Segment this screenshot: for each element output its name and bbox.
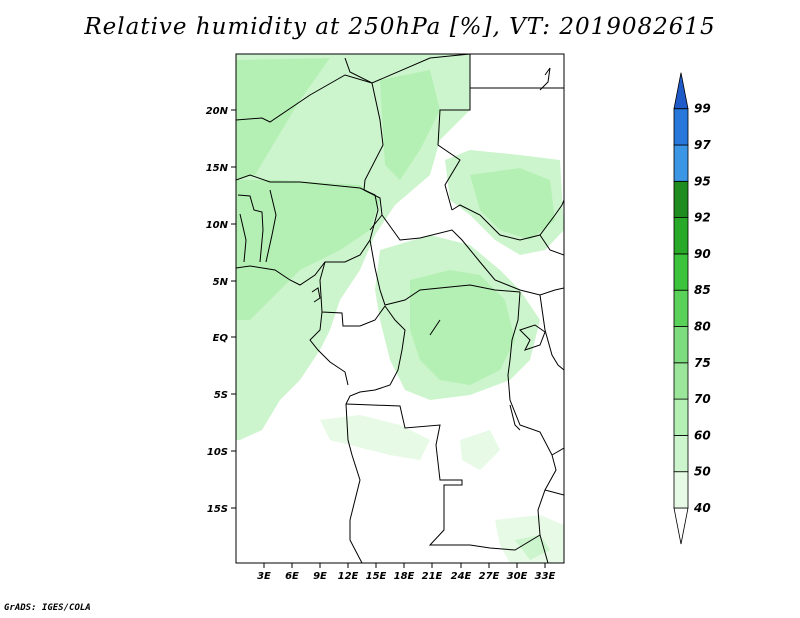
lat-label: EQ <box>213 333 229 344</box>
lon-label: 15E <box>366 571 387 582</box>
colorbar-level-label: 70 <box>694 392 711 406</box>
colorbar-level-label: 40 <box>693 501 711 515</box>
colorbar-level-label: 80 <box>694 320 711 334</box>
lon-axis <box>263 563 546 568</box>
map-title: Relative humidity at 250hPa [%], VT: 201… <box>84 14 716 40</box>
colorbar-level-label: 97 <box>694 138 711 152</box>
lat-label: 10S <box>207 447 228 458</box>
lon-label: 24E <box>451 571 472 582</box>
lon-label: 33E <box>535 571 556 582</box>
colorbar-level-label: 99 <box>694 102 711 116</box>
lat-label: 15N <box>206 163 229 174</box>
colorbar-level-label: 95 <box>694 174 711 188</box>
lat-axis <box>231 109 236 509</box>
colorbar-segment <box>673 180 689 219</box>
lon-label: 6E <box>285 571 299 582</box>
humidity-shading <box>236 54 564 563</box>
lat-label: 15S <box>207 504 228 515</box>
colorbar-segment <box>673 253 689 291</box>
lon-label: 12E <box>338 571 359 582</box>
colorbar-segment <box>673 144 689 182</box>
colorbar-level-label: 92 <box>694 211 711 225</box>
colorbar-level-label: 85 <box>694 283 711 297</box>
colorbar-level-label: 50 <box>694 465 711 479</box>
lon-label: 27E <box>479 571 500 582</box>
colorbar-segment <box>673 507 689 545</box>
lon-label: 30E <box>507 571 528 582</box>
lat-label: 5N <box>213 277 229 288</box>
lat-label: 10N <box>206 220 229 231</box>
colorbar-segment <box>673 471 689 509</box>
lon-label: 21E <box>422 571 443 582</box>
colorbar-segment <box>673 72 689 110</box>
colorbar-segment <box>673 326 689 364</box>
colorbar-level-label: 60 <box>694 428 711 442</box>
colorbar-level-label: 75 <box>694 356 711 370</box>
colorbar-segment <box>673 217 689 255</box>
lon-label: 18E <box>394 571 415 582</box>
lon-label: 9E <box>313 571 327 582</box>
colorbar-segment <box>673 362 689 400</box>
lat-label: 5S <box>214 390 228 401</box>
map-frame <box>235 53 565 564</box>
colorbar-segment <box>673 434 689 473</box>
colorbar-segment <box>673 289 689 327</box>
colorbar-segment <box>673 398 689 436</box>
colorbar-segment <box>673 108 689 146</box>
lat-label: 20N <box>206 106 229 117</box>
credit-text: GrADS: IGES/COLA <box>4 603 91 613</box>
colorbar-level-label: 90 <box>694 247 711 261</box>
colorbar: 40 50 60 70 75 80 85 90 92 95 97 99 <box>673 72 711 545</box>
lon-label: 3E <box>257 571 271 582</box>
country-borders <box>236 54 564 563</box>
